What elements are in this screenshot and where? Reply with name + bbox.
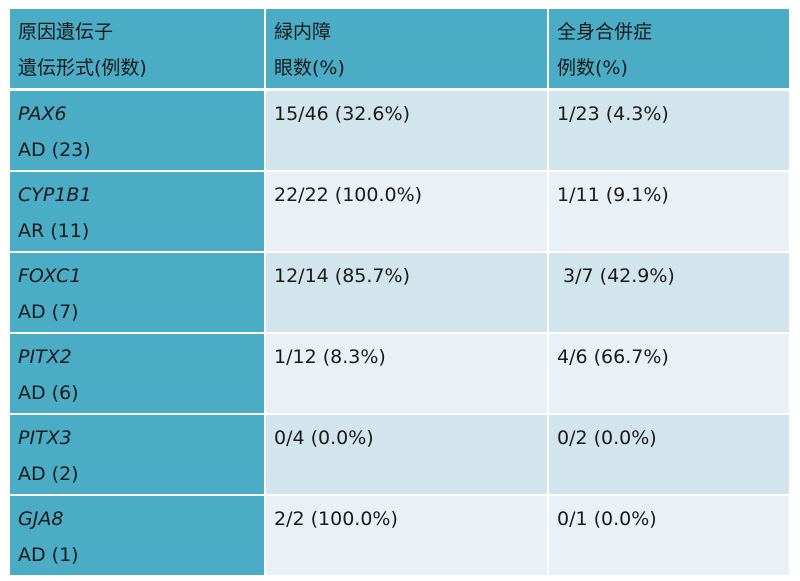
data-table-container: 原因遺伝子 遺伝形式(例数) 緑内障 眼数(%) 全身合併症 例数(%): [10, 9, 789, 577]
systemic-value: 1/23 (4.3%): [557, 103, 669, 125]
table-row: FOXC1 AD (7) 12/14 (85.7%) 3/7 (42.9%): [10, 253, 789, 334]
gene-cell: FOXC1 AD (7): [10, 253, 266, 334]
inheritance-mode: AD (6): [18, 382, 79, 404]
glaucoma-cell: 0/4 (0.0%): [266, 415, 549, 496]
header-glaucoma-label: 緑内障: [274, 21, 332, 43]
gene-cell: PAX6 AD (23): [10, 91, 266, 172]
systemic-cell: 1/23 (4.3%): [549, 91, 789, 172]
inheritance-mode: AR (11): [18, 220, 90, 242]
glaucoma-value: 2/2 (100.0%): [274, 508, 398, 530]
header-eyes-label: 眼数(%): [274, 57, 345, 79]
table-row: PAX6 AD (23) 15/46 (32.6%) 1/23 (4.3%): [10, 91, 789, 172]
gene-glaucoma-table: 原因遺伝子 遺伝形式(例数) 緑内障 眼数(%) 全身合併症 例数(%): [10, 9, 789, 577]
header-systemic: 全身合併症 例数(%): [549, 9, 789, 91]
gene-name: CYP1B1: [18, 184, 92, 206]
glaucoma-value: 12/14 (85.7%): [274, 265, 410, 287]
systemic-value: 1/11 (9.1%): [557, 184, 669, 206]
header-systemic-label: 全身合併症: [557, 21, 653, 43]
gene-cell: PITX2 AD (6): [10, 334, 266, 415]
systemic-cell: 4/6 (66.7%): [549, 334, 789, 415]
table-row: PITX2 AD (6) 1/12 (8.3%) 4/6 (66.7%): [10, 334, 789, 415]
systemic-value: 0/2 (0.0%): [557, 427, 657, 449]
systemic-value: 3/7 (42.9%): [557, 265, 675, 287]
header-cases-label: 例数(%): [557, 57, 628, 79]
inheritance-mode: AD (2): [18, 463, 79, 485]
table-row: CYP1B1 AR (11) 22/22 (100.0%) 1/11 (9.1%…: [10, 172, 789, 253]
systemic-cell: 0/2 (0.0%): [549, 415, 789, 496]
glaucoma-value: 22/22 (100.0%): [274, 184, 423, 206]
glaucoma-cell: 2/2 (100.0%): [266, 496, 549, 577]
gene-name: PAX6: [18, 103, 67, 125]
header-gene-inheritance: 原因遺伝子 遺伝形式(例数): [10, 9, 266, 91]
gene-cell: PITX3 AD (2): [10, 415, 266, 496]
gene-name: FOXC1: [18, 265, 82, 287]
glaucoma-value: 1/12 (8.3%): [274, 346, 386, 368]
gene-cell: GJA8 AD (1): [10, 496, 266, 577]
glaucoma-cell: 22/22 (100.0%): [266, 172, 549, 253]
inheritance-mode: AD (1): [18, 544, 79, 566]
glaucoma-value: 15/46 (32.6%): [274, 103, 410, 125]
systemic-cell: 1/11 (9.1%): [549, 172, 789, 253]
header-glaucoma: 緑内障 眼数(%): [266, 9, 549, 91]
table-row: GJA8 AD (1) 2/2 (100.0%) 0/1 (0.0%): [10, 496, 789, 577]
header-inheritance-label: 遺伝形式(例数): [18, 57, 147, 79]
glaucoma-cell: 12/14 (85.7%): [266, 253, 549, 334]
systemic-cell: 3/7 (42.9%): [549, 253, 789, 334]
gene-name: PITX3: [18, 427, 72, 449]
inheritance-mode: AD (23): [18, 139, 91, 161]
glaucoma-cell: 1/12 (8.3%): [266, 334, 549, 415]
gene-name: GJA8: [18, 508, 64, 530]
glaucoma-value: 0/4 (0.0%): [274, 427, 374, 449]
table-header-row: 原因遺伝子 遺伝形式(例数) 緑内障 眼数(%) 全身合併症 例数(%): [10, 9, 789, 91]
systemic-value: 4/6 (66.7%): [557, 346, 669, 368]
table-row: PITX3 AD (2) 0/4 (0.0%) 0/2 (0.0%): [10, 415, 789, 496]
systemic-cell: 0/1 (0.0%): [549, 496, 789, 577]
systemic-value: 0/1 (0.0%): [557, 508, 657, 530]
header-gene-label: 原因遺伝子: [18, 21, 114, 43]
inheritance-mode: AD (7): [18, 301, 79, 323]
gene-cell: CYP1B1 AR (11): [10, 172, 266, 253]
glaucoma-cell: 15/46 (32.6%): [266, 91, 549, 172]
gene-name: PITX2: [18, 346, 72, 368]
